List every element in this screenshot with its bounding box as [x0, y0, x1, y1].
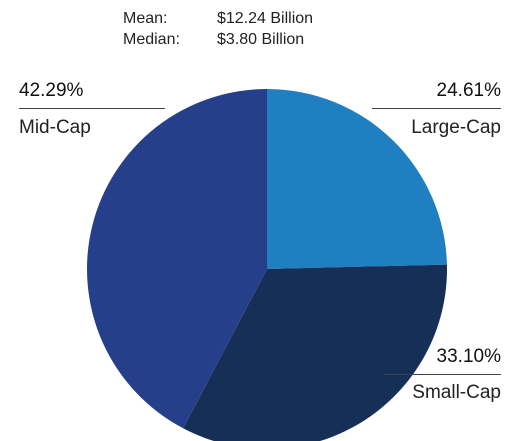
large-cap-percent-label: 24.61% — [436, 80, 501, 101]
mid-cap-slice — [86, 89, 267, 429]
median-label: Median: — [123, 31, 180, 48]
market-cap-stats: Mean: $12.24 Billion Median: $3.80 Billi… — [123, 8, 313, 50]
mid-cap-category-label: Mid-Cap — [19, 117, 91, 138]
large-cap-category-label: Large-Cap — [411, 117, 501, 138]
large-cap-leader-line — [372, 108, 501, 109]
small-cap-percent-label: 33.10% — [436, 346, 501, 367]
mean-row: Mean: $12.24 Billion — [123, 8, 313, 29]
small-cap-leader-line — [384, 374, 501, 375]
small-cap-category-label: Small-Cap — [412, 382, 501, 403]
small-cap-slice — [183, 264, 447, 441]
mid-cap-percent-label: 42.29% — [19, 80, 84, 101]
median-value: $3.80 Billion — [217, 31, 305, 48]
pie-slices — [86, 89, 447, 441]
mean-value: $12.24 Billion — [217, 10, 314, 27]
large-cap-slice — [267, 89, 447, 269]
mean-label: Mean: — [123, 10, 168, 27]
mid-cap-leader-line — [19, 108, 165, 109]
median-row: Median: $3.80 Billion — [123, 29, 313, 50]
